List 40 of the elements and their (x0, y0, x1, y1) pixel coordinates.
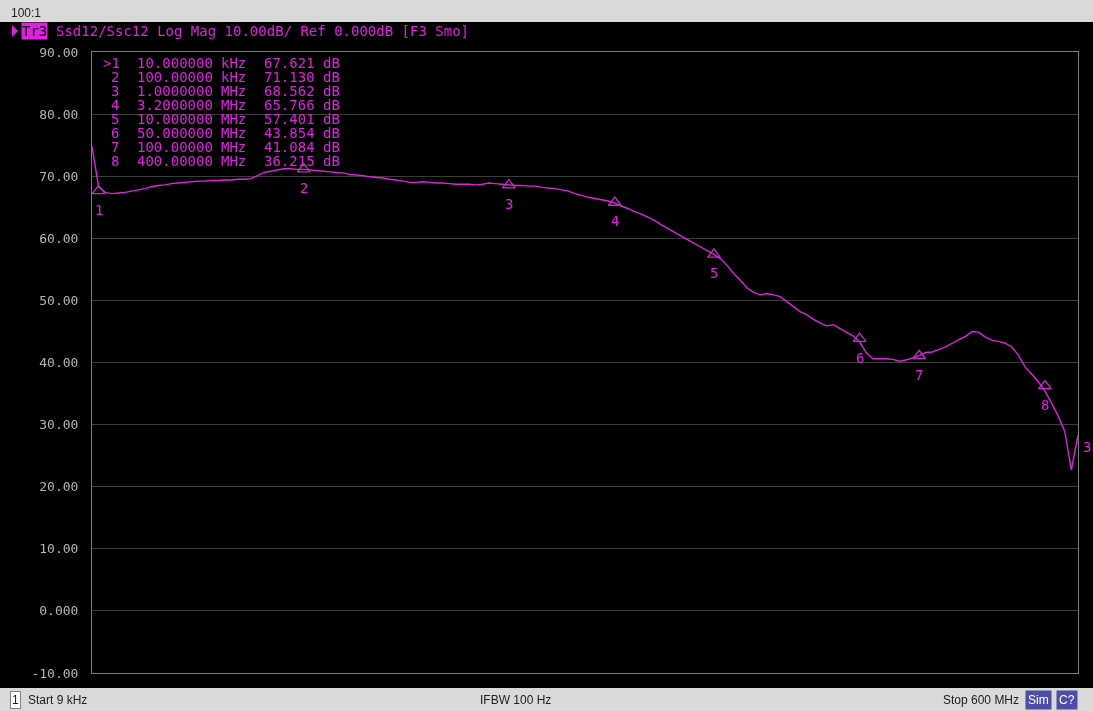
text: 5 10.000000 MHz 57.401 dB (111, 111, 340, 127)
annotation: 1 (95, 202, 104, 218)
text: Stop 600 MHz (943, 693, 1020, 707)
text: 4 3.2000000 MHz 65.766 dB (111, 97, 340, 113)
annotation: 8 (1041, 397, 1050, 413)
annotation: 4 (611, 213, 620, 229)
point (501, 178, 516, 189)
annotation: 2 (300, 180, 309, 196)
text: IFBW 100 Hz (480, 693, 552, 707)
point (91, 184, 106, 195)
annotation: 7 (915, 367, 924, 383)
y-tick-label: 20.00 (39, 479, 79, 495)
y-tick-label: 80.00 (39, 106, 79, 122)
y-tick-label: 90.00 (39, 44, 79, 60)
y-tick-label: 70.00 (39, 168, 79, 184)
text: 7 100.00000 MHz 41.084 dB (111, 139, 340, 155)
point (1037, 379, 1052, 390)
text: Sim (1028, 693, 1049, 707)
chart-title: Tr3 Ssd12/Ssc12 Log Mag 10.00dB/ Ref 0.000dB [F3 Smo] (22, 23, 470, 39)
text: 3 1.0000000 MHz 68.562 dB (111, 83, 340, 99)
y-tick-label: 60.00 (39, 230, 79, 246)
y-tick-label: 10.00 (39, 541, 79, 557)
text: >1 10.000000 kHz 67.621 dB (103, 55, 340, 71)
y-tick-label: 50.00 (39, 292, 79, 308)
text: C? (1059, 693, 1075, 707)
annotation: 5 (710, 265, 719, 281)
y-tick-label: 40.00 (39, 355, 79, 371)
text: 6 50.000000 MHz 43.854 dB (111, 125, 340, 141)
text: 100:1 (11, 6, 42, 20)
y-tick-label: 30.00 (39, 417, 79, 433)
annotation: 3 (505, 196, 514, 212)
text: 1 (12, 693, 19, 707)
point (912, 349, 927, 360)
y-tick-label: -10.00 (31, 665, 79, 681)
y-tick-label: 0.000 (39, 603, 79, 619)
text: 2 100.00000 kHz 71.130 dB (111, 69, 340, 85)
annotation: 6 (856, 350, 865, 366)
text: Start 9 kHz (28, 693, 88, 707)
series-label: 3 (1083, 439, 1092, 455)
text: 8 400.00000 MHz 36.215 dB (111, 153, 340, 169)
